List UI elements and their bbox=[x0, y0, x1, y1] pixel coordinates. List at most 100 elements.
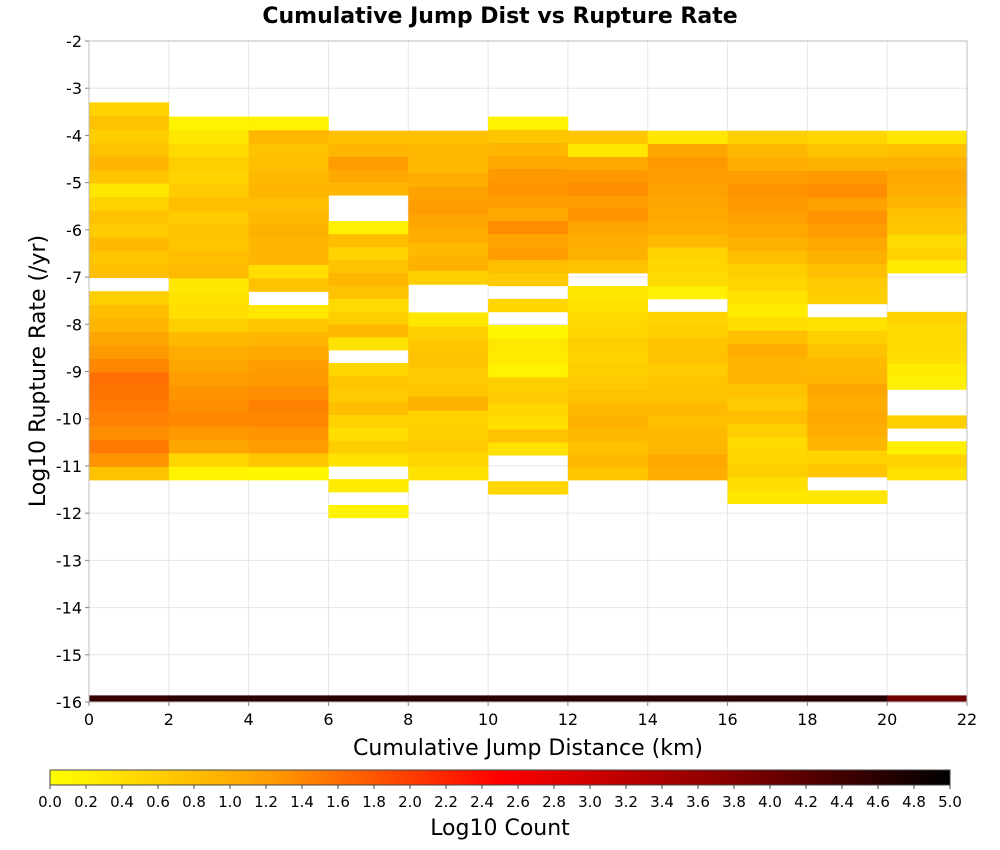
y-tick-label: -5 bbox=[66, 174, 82, 193]
heatmap-cell bbox=[89, 291, 170, 306]
colorbar-tick-label: 3.0 bbox=[578, 793, 602, 811]
heatmap-cell bbox=[488, 416, 569, 430]
heatmap-cell-bottom bbox=[328, 695, 409, 702]
heatmap-cell bbox=[408, 144, 489, 159]
heatmap-cell bbox=[567, 298, 649, 313]
heatmap-cell bbox=[727, 144, 808, 158]
heatmap-cell bbox=[248, 453, 329, 467]
heatmap-cell bbox=[887, 260, 968, 274]
colorbar-tick-label: 2.8 bbox=[542, 793, 566, 811]
chart-title: Cumulative Jump Dist vs Rupture Rate bbox=[262, 4, 737, 29]
heatmap-cell bbox=[328, 375, 409, 390]
heatmap-cell bbox=[647, 324, 728, 339]
heatmap-cell bbox=[727, 130, 808, 145]
heatmap-cell bbox=[647, 221, 728, 235]
heatmap-cell bbox=[168, 237, 249, 252]
heatmap-cell bbox=[488, 194, 569, 209]
heatmap-cell bbox=[248, 412, 329, 427]
heatmap-cell bbox=[168, 130, 249, 144]
heatmap-cell bbox=[89, 156, 170, 171]
heatmap-cell bbox=[328, 156, 409, 170]
heatmap-cell bbox=[727, 210, 808, 225]
heatmap-cell bbox=[887, 169, 968, 183]
heatmap-cell bbox=[647, 182, 728, 196]
heatmap-cell bbox=[408, 410, 489, 425]
colorbar-tick-label: 4.6 bbox=[866, 793, 890, 811]
heatmap-cell bbox=[89, 412, 170, 427]
heatmap-cell bbox=[168, 116, 249, 131]
heatmap-cell bbox=[328, 221, 409, 235]
heatmap-cell bbox=[488, 324, 569, 339]
heatmap-cell bbox=[887, 350, 968, 364]
colorbar-tick-label: 4.0 bbox=[758, 793, 782, 811]
heatmap-cell bbox=[248, 466, 329, 481]
heatmap-cell bbox=[168, 197, 249, 212]
heatmap-cell bbox=[408, 340, 489, 355]
heatmap-cell bbox=[328, 414, 409, 428]
heatmap-cell bbox=[328, 337, 409, 351]
heatmap-cell bbox=[727, 450, 808, 465]
heatmap-cell bbox=[567, 363, 649, 377]
heatmap-cell bbox=[727, 290, 808, 305]
heatmap-cell bbox=[488, 129, 569, 143]
heatmap-cell bbox=[328, 388, 409, 403]
heatmap-cell bbox=[89, 102, 170, 117]
heatmap-cell-bottom bbox=[887, 695, 968, 702]
heatmap-cell bbox=[488, 168, 569, 182]
heatmap-cell bbox=[168, 224, 249, 239]
colorbar-tick-label: 4.2 bbox=[794, 793, 818, 811]
heatmap-cell bbox=[89, 345, 170, 359]
heatmap-cell bbox=[89, 399, 170, 413]
heatmap-cell bbox=[567, 415, 649, 429]
heatmap-cell bbox=[647, 467, 728, 481]
heatmap-cell bbox=[807, 343, 888, 358]
heatmap-cell bbox=[328, 285, 409, 299]
heatmap-cell bbox=[328, 143, 409, 157]
heatmap-cell bbox=[328, 298, 409, 312]
heatmap-cell bbox=[647, 285, 728, 300]
heatmap-cell bbox=[488, 259, 569, 274]
x-tick-label: 14 bbox=[638, 710, 658, 729]
heatmap-cell bbox=[89, 385, 170, 400]
heatmap-cell bbox=[887, 376, 968, 390]
heatmap-cell bbox=[567, 247, 649, 261]
heatmap-cell bbox=[248, 358, 329, 373]
heatmap-cell bbox=[727, 370, 808, 385]
heatmap-cell bbox=[887, 311, 968, 326]
heatmap-cell bbox=[328, 259, 409, 273]
x-tick-label: 18 bbox=[797, 710, 817, 729]
heatmap-cell bbox=[567, 376, 649, 390]
heatmap-cell bbox=[807, 263, 888, 278]
heatmap-cell bbox=[408, 270, 489, 285]
heatmap-cell bbox=[647, 389, 728, 403]
heatmap-cell bbox=[887, 454, 968, 468]
heatmap-cell bbox=[168, 426, 249, 440]
y-tick-label: -2 bbox=[66, 32, 82, 51]
colorbar-label: Log10 Count bbox=[430, 816, 570, 841]
colorbar-tick-label: 2.6 bbox=[506, 793, 530, 811]
heatmap-cell bbox=[887, 130, 968, 144]
heatmap-cell bbox=[328, 233, 409, 248]
heatmap-cell bbox=[727, 223, 808, 238]
heatmap-cell bbox=[89, 250, 170, 265]
colorbar-tick-label: 1.2 bbox=[254, 793, 278, 811]
heatmap-cell bbox=[807, 383, 888, 398]
heatmap-cell bbox=[488, 442, 569, 456]
heatmap-cell bbox=[248, 399, 329, 414]
heatmap-cell bbox=[807, 210, 888, 225]
y-tick-label: -8 bbox=[66, 315, 82, 334]
heatmap-cell bbox=[488, 350, 569, 365]
heatmap-cell bbox=[647, 195, 728, 209]
y-tick-label: -15 bbox=[56, 646, 82, 665]
heatmap-cell bbox=[248, 385, 329, 400]
heatmap-cell bbox=[727, 237, 808, 251]
heatmap-cell bbox=[488, 377, 569, 391]
heatmap-cell bbox=[248, 439, 329, 454]
heatmap-cell bbox=[89, 183, 170, 198]
heatmap-cell bbox=[887, 143, 968, 157]
heatmap-cell bbox=[567, 467, 649, 481]
heatmap-cell bbox=[89, 453, 170, 467]
heatmap-cell bbox=[807, 357, 888, 371]
heatmap-cell bbox=[887, 337, 968, 351]
